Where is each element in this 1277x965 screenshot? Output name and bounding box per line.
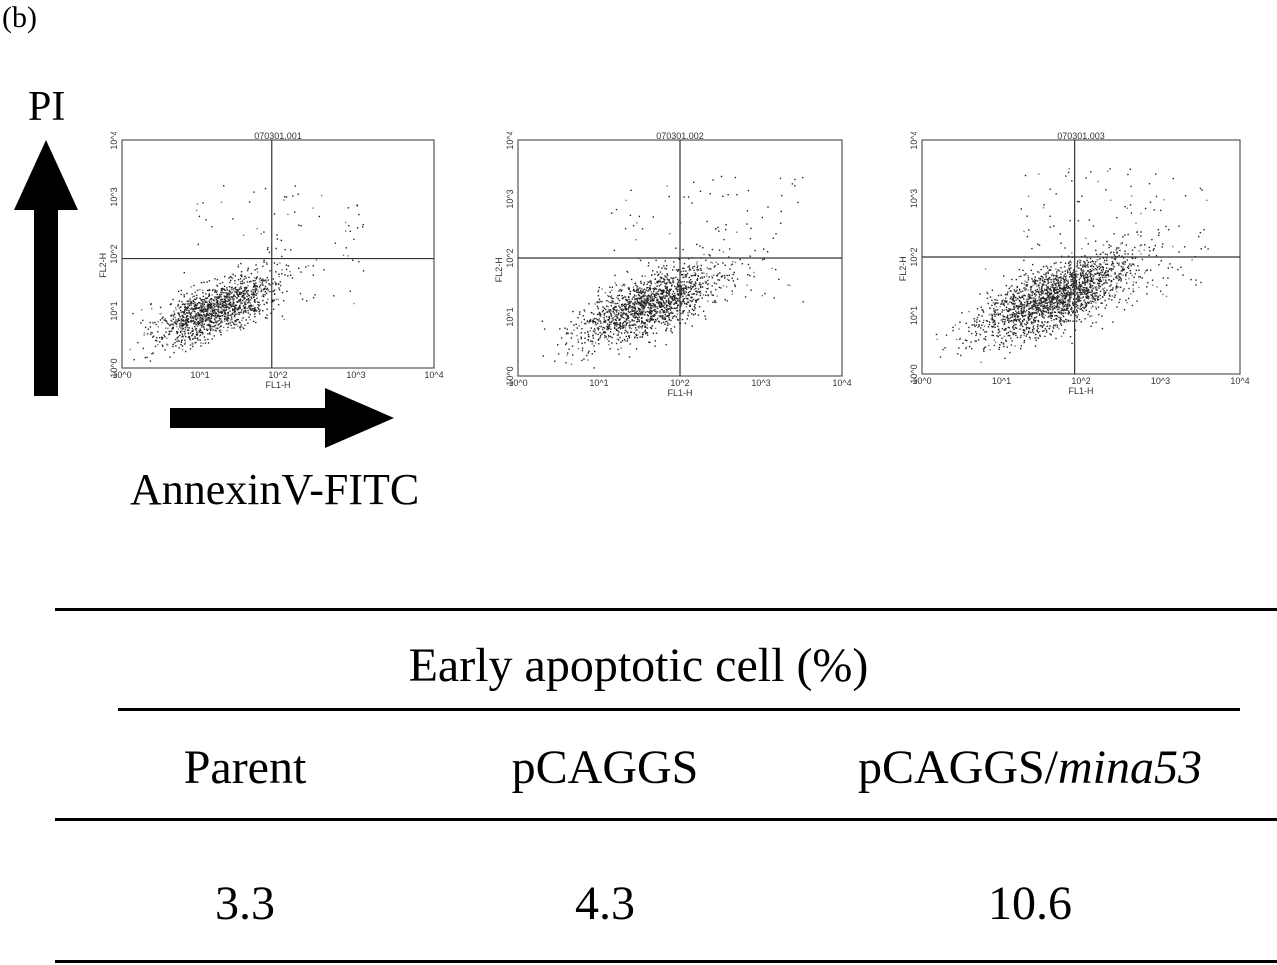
x-tick-label: 10^1 <box>992 376 1011 386</box>
x-tick-label: 10^2 <box>670 378 689 388</box>
column-header-parent: Parent <box>183 741 307 794</box>
plot-ylabel: FL2-H <box>98 253 108 278</box>
table-bottom-rule <box>55 960 1277 963</box>
table-title: Early apoptotic cell (%) <box>408 639 869 692</box>
plot-xlabel: FL1-H <box>1068 386 1093 396</box>
x-tick-label: 10^3 <box>1151 376 1170 386</box>
table-top-rule <box>55 608 1277 611</box>
y-tick-label: 10^4 <box>505 132 515 150</box>
panel-label: (b) <box>2 1 37 34</box>
plot-title: 070301.003 <box>1057 132 1105 141</box>
x-tick-label: 10^0 <box>112 370 131 380</box>
y-tick-label: 10^0 <box>505 366 515 385</box>
x-tick-label: 10^1 <box>190 370 209 380</box>
y-tick-label: 10^4 <box>909 132 919 150</box>
y-tick-label: 10^4 <box>109 132 119 150</box>
scatter-plot-1: 070301.001 10^0 10^0 10^1 10^1 10^2 10^2 10^3 10… <box>92 132 452 402</box>
plot-title: 070301.001 <box>254 132 302 141</box>
scatter-plot-3: 070301.003 10^0 10^0 10^1 10^1 10^2 10^2 10^3 10… <box>884 132 1254 402</box>
plot-title: 070301.002 <box>656 132 704 141</box>
x-axis-label: AnnexinV-FITC <box>130 465 420 514</box>
y-axis-label: PI <box>28 84 66 130</box>
scatter-points <box>541 175 804 369</box>
y-tick-label: 10^3 <box>909 189 919 208</box>
x-tick-label: 10^3 <box>346 370 365 380</box>
scatter-points <box>129 185 365 362</box>
y-tick-label: 10^2 <box>505 248 515 267</box>
y-tick-label: 10^1 <box>109 301 119 320</box>
plot-ylabel: FL2-H <box>494 257 504 282</box>
column-header-pcaggs-mina53: pCAGGS/mina53 <box>857 741 1203 794</box>
value-pcaggs: 4.3 <box>575 877 635 930</box>
x-axis-arrow-icon <box>170 388 394 448</box>
table-header-rule <box>55 818 1277 821</box>
y-tick-label: 10^1 <box>909 306 919 325</box>
plot-frame <box>121 139 435 369</box>
scatter-points <box>935 168 1209 364</box>
y-tick-label: 10^0 <box>909 364 919 383</box>
y-tick-label: 10^1 <box>505 307 515 326</box>
table-subheader-rule <box>118 708 1240 711</box>
y-tick-label: 10^0 <box>109 358 119 377</box>
x-tick-label: 10^4 <box>1230 376 1249 386</box>
plot-xlabel: FL1-H <box>667 388 692 398</box>
y-tick-label: 10^3 <box>505 189 515 208</box>
x-tick-label: 10^0 <box>508 378 527 388</box>
plot-xlabel: FL1-H <box>265 380 290 390</box>
scatter-plot-2: 070301.002 10^0 10^0 10^1 10^1 10^2 10^2 10^3 10… <box>486 132 856 402</box>
x-tick-label: 10^1 <box>589 378 608 388</box>
y-tick-label: 10^2 <box>109 244 119 263</box>
value-pcaggs-mina53: 10.6 <box>988 877 1072 930</box>
x-tick-label: 10^0 <box>912 376 931 386</box>
y-tick-label: 10^3 <box>109 187 119 206</box>
x-tick-label: 10^4 <box>424 370 443 380</box>
plot-ylabel: FL2-H <box>898 256 908 281</box>
value-parent: 3.3 <box>215 877 275 930</box>
x-tick-label: 10^4 <box>832 378 851 388</box>
x-tick-label: 10^2 <box>1071 376 1090 386</box>
column-header-pcaggs: pCAGGS <box>511 741 699 794</box>
y-tick-label: 10^2 <box>909 247 919 266</box>
x-tick-label: 10^2 <box>268 370 287 380</box>
x-tick-label: 10^3 <box>751 378 770 388</box>
y-axis-arrow-icon <box>14 140 78 396</box>
